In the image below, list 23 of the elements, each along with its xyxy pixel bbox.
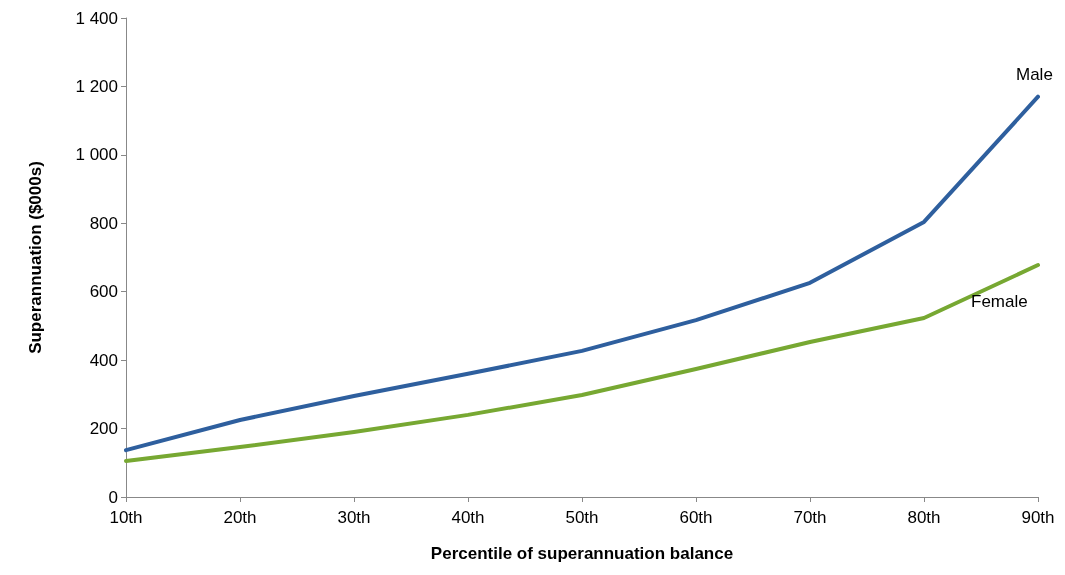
x-axis-title: Percentile of superannuation balance: [430, 544, 734, 563]
y-tick-label: 1 400: [75, 8, 118, 28]
series-label: Female: [971, 291, 1028, 311]
y-tick-label: 400: [89, 350, 118, 370]
line-series: [124, 263, 1040, 464]
line-series: [124, 94, 1040, 453]
y-tick-label: 1 200: [75, 76, 118, 96]
x-tick-label: 50th: [565, 508, 599, 527]
x-tick-label: 30th: [337, 508, 371, 527]
y-tick-label: 1 000: [75, 145, 118, 165]
y-axis-title: Superannuation ($000s): [26, 161, 45, 354]
x-tick-label: 40th: [451, 508, 485, 527]
y-tick-label: 800: [89, 213, 118, 233]
x-tick-label: 90th: [1021, 508, 1055, 527]
x-tick-label: 10th: [109, 508, 143, 527]
series-label: Male: [1016, 65, 1053, 85]
x-tick-label: 20th: [223, 508, 257, 527]
x-tick-label: 60th: [679, 508, 713, 527]
x-tick-label: 80th: [907, 508, 941, 527]
y-tick-label: 200: [89, 419, 118, 439]
x-tick-label: 70th: [793, 508, 827, 527]
y-tick-label: 0: [108, 487, 118, 507]
y-tick-label: 600: [89, 282, 118, 302]
